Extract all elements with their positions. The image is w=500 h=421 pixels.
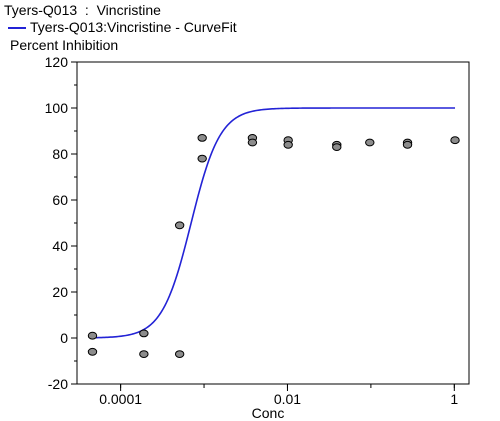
data-point bbox=[402, 140, 413, 149]
x-tick-label: 0.01 bbox=[274, 391, 301, 407]
data-point bbox=[197, 154, 207, 163]
fit-curve-line bbox=[92, 107, 456, 339]
x-tick-label: 0.0001 bbox=[99, 391, 142, 407]
x-tick-label: 1 bbox=[450, 391, 458, 407]
data-point bbox=[174, 350, 185, 359]
axes-group: -20 0 20 40 60 80 100 120 0.0001 0.01 1 bbox=[45, 54, 470, 407]
data-point bbox=[139, 350, 149, 359]
data-point bbox=[174, 221, 185, 230]
y-tick-label: 0 bbox=[60, 330, 68, 346]
y-tick-label: 60 bbox=[52, 192, 68, 208]
y-tick-label: -20 bbox=[48, 376, 68, 392]
legend: Tyers-Q013:Vincristine - CurveFit bbox=[8, 19, 237, 35]
data-point bbox=[332, 143, 342, 152]
plot-frame bbox=[76, 61, 470, 385]
y-tick-label: 120 bbox=[45, 54, 69, 70]
data-point bbox=[365, 138, 375, 147]
curve-group bbox=[92, 107, 456, 339]
y-tick-label: 100 bbox=[45, 100, 69, 116]
legend-line-swatch bbox=[8, 27, 26, 30]
data-point bbox=[87, 331, 98, 340]
data-point bbox=[450, 136, 460, 145]
y-tick-label: 20 bbox=[52, 284, 68, 300]
data-point bbox=[139, 329, 149, 338]
chart-title: Tyers-Q013 : Vincristine bbox=[4, 2, 161, 18]
data-point bbox=[283, 140, 293, 149]
data-point bbox=[247, 138, 258, 147]
x-axis-title: Conc bbox=[252, 405, 285, 421]
data-point bbox=[87, 347, 98, 356]
legend-label: Tyers-Q013:Vincristine - CurveFit bbox=[30, 19, 237, 35]
points-group bbox=[87, 134, 460, 359]
y-axis-title: Percent Inhibition bbox=[10, 37, 119, 53]
y-tick-label: 40 bbox=[52, 238, 68, 254]
data-point bbox=[197, 134, 207, 142]
y-tick-label: 80 bbox=[52, 146, 68, 162]
